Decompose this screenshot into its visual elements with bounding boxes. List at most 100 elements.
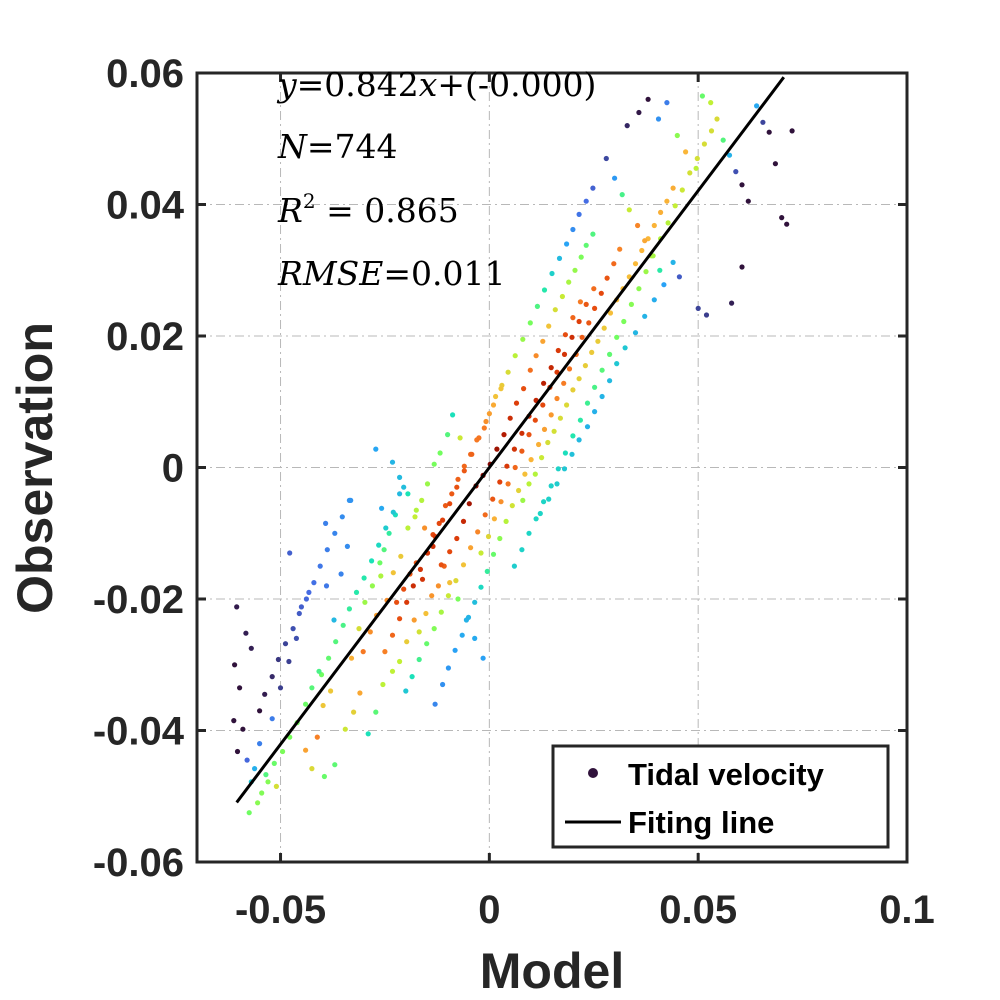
- data-point-201: [703, 312, 710, 318]
- data-point-253: [561, 351, 568, 357]
- data-point-363: [636, 286, 642, 292]
- data-point-304: [397, 616, 403, 622]
- data-point-285: [460, 562, 467, 568]
- data-point-303: [389, 632, 396, 638]
- data-point-58: [348, 655, 355, 661]
- data-point-68: [419, 497, 425, 503]
- data-point-175: [670, 185, 676, 191]
- data-point-322: [527, 320, 533, 326]
- data-point-355: [577, 417, 584, 423]
- data-point-319: [505, 369, 511, 375]
- data-point-238: [405, 491, 411, 497]
- data-point-223: [576, 437, 582, 443]
- data-point-6: [234, 748, 241, 755]
- data-point-79: [419, 576, 426, 582]
- axis-ticks: [197, 71, 909, 864]
- data-point-47: [397, 491, 403, 497]
- data-point-34: [332, 762, 338, 768]
- data-point-276: [265, 779, 271, 785]
- data-point-288: [482, 512, 488, 518]
- data-point-90: [486, 411, 492, 417]
- data-point-356: [584, 400, 591, 406]
- data-point-350: [541, 499, 547, 505]
- data-point-66: [405, 525, 411, 531]
- annotation-r2: R2 = 0.865: [277, 189, 459, 230]
- data-point-153: [532, 471, 538, 477]
- data-point-1: [243, 630, 249, 636]
- data-point-199: [739, 264, 745, 270]
- data-point-181: [674, 132, 680, 139]
- data-point-286: [468, 545, 474, 551]
- data-point-157: [557, 415, 564, 421]
- data-point-263: [353, 589, 360, 596]
- data-point-323: [534, 303, 541, 309]
- data-point-314: [469, 451, 475, 457]
- data-point-360: [614, 334, 620, 340]
- data-point-198: [789, 128, 795, 134]
- data-point-49: [365, 731, 371, 737]
- data-point-373: [708, 128, 715, 134]
- data-point-107: [507, 415, 513, 421]
- data-point-110: [527, 367, 533, 373]
- data-point-26: [320, 702, 326, 709]
- data-point-221: [592, 409, 598, 415]
- data-point-252: [554, 369, 560, 375]
- data-point-226: [554, 481, 560, 487]
- data-point-227: [546, 496, 552, 502]
- data-point-362: [628, 301, 635, 307]
- data-point-74: [457, 435, 463, 441]
- data-point-277: [403, 688, 409, 694]
- data-point-56: [379, 505, 385, 511]
- data-point-212: [626, 207, 632, 213]
- data-point-228: [537, 510, 543, 517]
- data-point-338: [296, 610, 302, 617]
- data-point-352: [555, 466, 561, 472]
- data-point-30: [338, 571, 344, 577]
- data-point-154: [539, 455, 545, 461]
- data-point-202: [695, 305, 701, 311]
- data-point-124: [452, 647, 458, 653]
- data-point-39: [357, 690, 363, 696]
- rmse-value: =0.011: [383, 254, 505, 293]
- data-point-148: [604, 275, 610, 281]
- data-point-69: [424, 481, 431, 487]
- data-point-364: [643, 269, 649, 275]
- data-point-353: [562, 450, 569, 456]
- n-label: N: [277, 127, 308, 166]
- data-point-64: [390, 570, 396, 576]
- r2-superscript: 2: [303, 189, 316, 213]
- data-point-61: [369, 583, 375, 589]
- fitting-line: [235, 76, 785, 804]
- data-point-53: [397, 658, 403, 665]
- data-point-173: [658, 209, 664, 215]
- y-tick-labels: -0.06 -0.04 -0.02 0 0.02 0.04 0.06: [93, 52, 185, 885]
- data-point-207: [642, 313, 648, 319]
- data-point-48: [401, 484, 407, 490]
- data-point-236: [422, 525, 428, 531]
- data-point-65: [398, 553, 404, 559]
- data-point-132: [503, 518, 509, 525]
- data-point-193: [760, 119, 766, 125]
- data-point-4: [231, 718, 237, 724]
- data-point-98: [447, 549, 453, 555]
- data-point-242: [485, 533, 492, 540]
- y-tick-label-4: 0.02: [106, 315, 184, 359]
- data-point-134: [516, 487, 522, 494]
- data-point-370: [687, 170, 693, 176]
- data-point-245: [505, 481, 511, 487]
- data-point-346: [511, 563, 517, 569]
- data-point-146: [592, 305, 598, 311]
- data-point-222: [584, 424, 591, 430]
- data-point-265: [369, 558, 375, 564]
- data-point-337: [290, 626, 296, 632]
- data-point-99: [454, 535, 460, 542]
- data-point-225: [561, 466, 568, 472]
- data-point-326: [556, 255, 563, 261]
- data-point-18: [277, 685, 284, 691]
- data-point-189: [733, 169, 739, 175]
- data-point-19: [286, 658, 292, 665]
- data-point-142: [566, 366, 573, 372]
- data-point-123: [445, 665, 451, 671]
- data-point-16: [273, 783, 279, 790]
- data-point-133: [509, 503, 515, 509]
